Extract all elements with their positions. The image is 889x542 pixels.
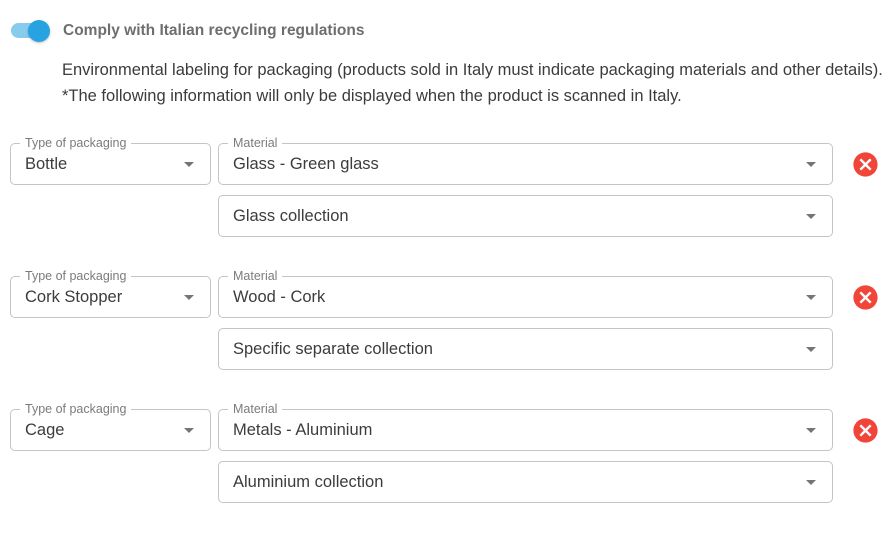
type-of-packaging-select[interactable]: Type of packaging Bottle <box>10 137 211 185</box>
recycling-compliance-toggle[interactable] <box>10 19 50 42</box>
type-of-packaging-value: Cork Stopper <box>25 287 123 306</box>
type-of-packaging-value: Bottle <box>25 154 68 173</box>
remove-row-button[interactable] <box>851 283 880 312</box>
type-of-packaging-select[interactable]: Type of packaging Cage <box>10 403 211 451</box>
collection-select[interactable]: Glass collection <box>218 195 833 237</box>
type-of-packaging-label: Type of packaging <box>20 137 132 150</box>
caret-down-icon <box>806 213 816 219</box>
caret-down-icon <box>184 294 194 300</box>
description-note: *The following information will only be … <box>62 87 682 105</box>
packaging-row: Type of packaging Bottle Material Glass … <box>10 137 889 237</box>
packaging-rows: Type of packaging Bottle Material Glass … <box>10 137 889 503</box>
caret-down-icon <box>806 294 816 300</box>
type-of-packaging-value: Cage <box>25 420 65 439</box>
cancel-icon <box>853 152 878 177</box>
cancel-icon <box>853 418 878 443</box>
material-select[interactable]: Material Wood - Cork <box>218 270 833 318</box>
packaging-row: Type of packaging Cage Material Metals -… <box>10 403 889 503</box>
caret-down-icon <box>184 161 194 167</box>
remove-row-button[interactable] <box>851 416 880 445</box>
material-label: Material <box>228 270 283 283</box>
material-value: Wood - Cork <box>233 287 326 306</box>
cancel-icon <box>853 285 878 310</box>
collection-select[interactable]: Aluminium collection <box>218 461 833 503</box>
toggle-label: Comply with Italian recycling regulation… <box>63 21 365 39</box>
caret-down-icon <box>806 479 816 485</box>
material-select[interactable]: Material Metals - Aluminium <box>218 403 833 451</box>
collection-value: Specific separate collection <box>233 339 433 358</box>
collection-value: Aluminium collection <box>233 472 384 491</box>
caret-down-icon <box>806 161 816 167</box>
type-of-packaging-label: Type of packaging <box>20 403 132 416</box>
material-value: Glass - Green glass <box>233 154 379 173</box>
caret-down-icon <box>184 427 194 433</box>
type-of-packaging-select[interactable]: Type of packaging Cork Stopper <box>10 270 211 318</box>
material-label: Material <box>228 137 283 150</box>
packaging-row: Type of packaging Cork Stopper Material … <box>10 270 889 370</box>
description-block: Environmental labeling for packaging (pr… <box>62 57 886 109</box>
description-paragraph: Environmental labeling for packaging (pr… <box>62 61 883 79</box>
material-value: Metals - Aluminium <box>233 420 373 439</box>
type-of-packaging-label: Type of packaging <box>20 270 132 283</box>
material-select[interactable]: Material Glass - Green glass <box>218 137 833 185</box>
material-label: Material <box>228 403 283 416</box>
toggle-header: Comply with Italian recycling regulation… <box>0 0 889 42</box>
caret-down-icon <box>806 427 816 433</box>
remove-row-button[interactable] <box>851 150 880 179</box>
collection-select[interactable]: Specific separate collection <box>218 328 833 370</box>
caret-down-icon <box>806 346 816 352</box>
collection-value: Glass collection <box>233 206 349 225</box>
toggle-thumb <box>28 19 50 42</box>
